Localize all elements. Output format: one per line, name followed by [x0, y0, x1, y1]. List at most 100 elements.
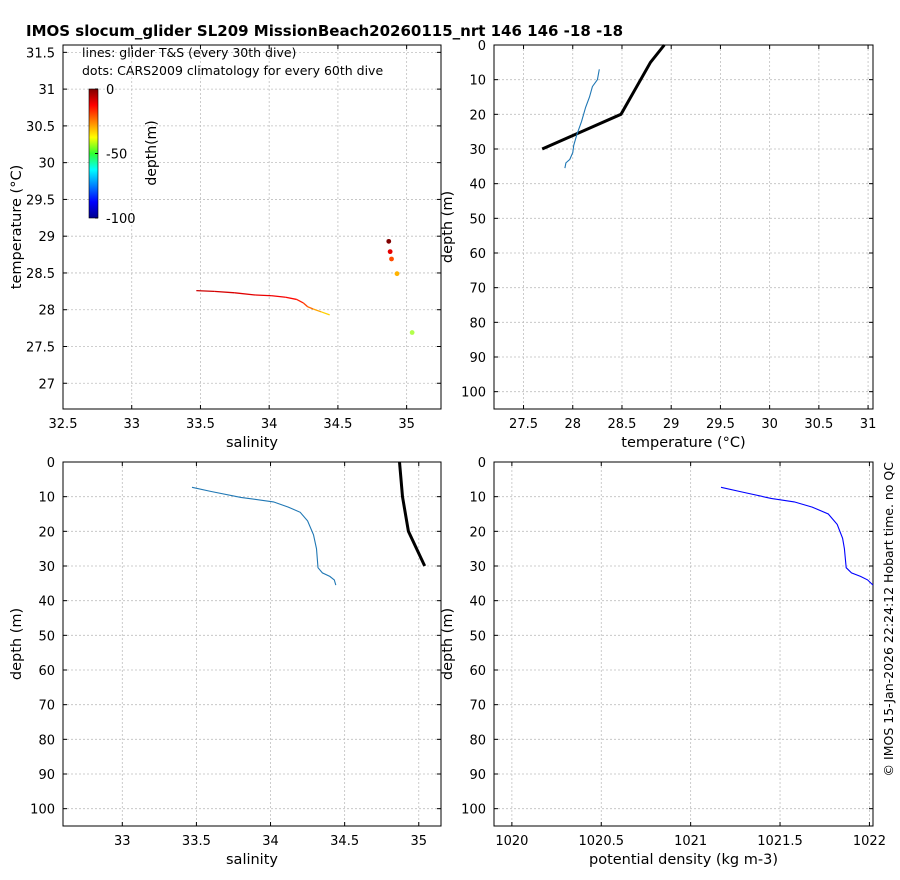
x-tick-label: 30.5: [804, 417, 833, 432]
y-tick-label: 29: [38, 230, 55, 245]
axes-frame: [62, 461, 442, 827]
x-tick-label: 1021.5: [757, 834, 803, 849]
y-tick-label: 90: [469, 768, 486, 783]
x-axis-label: potential density (kg m-3): [589, 852, 778, 868]
y-tick-label: 29.5: [26, 193, 55, 208]
y-tick-label: 27.5: [26, 340, 55, 355]
colorbar-tick-label: 0: [106, 83, 114, 98]
x-tick-label: 29.5: [706, 417, 735, 432]
x-tick-label: 1020.5: [579, 834, 625, 849]
figure-title: IMOS slocum_glider SL209 MissionBeach202…: [26, 22, 624, 40]
y-tick-label: 31: [38, 83, 55, 98]
y-tick-label: 80: [469, 316, 486, 331]
glider-profile-line: [564, 69, 600, 169]
glider-ts-segment: [271, 295, 286, 298]
x-tick-label: 28.5: [607, 417, 636, 432]
x-tick-label: 35: [410, 834, 427, 849]
x-tick-label: 35: [398, 417, 415, 432]
panel-ts: 32.5 33 33.5 34 34.5 35 27 27.5 28 28.5 29 29.5 30 30…: [9, 44, 442, 451]
y-axis-label: depth (m): [440, 608, 456, 680]
y-axis-label: depth (m): [9, 608, 25, 680]
x-tick-label: 27.5: [509, 417, 538, 432]
climatology-dot: [389, 256, 394, 262]
y-tick-label: 10: [469, 491, 486, 506]
y-tick-label: 0: [478, 39, 486, 54]
y-tick-label: 70: [469, 699, 486, 714]
y-tick-label: 0: [478, 456, 486, 471]
y-axis-label: depth (m): [440, 191, 456, 263]
y-tick-label: 20: [38, 525, 55, 540]
density-profile-line: [720, 486, 874, 586]
y-tick-label: 27: [38, 377, 55, 392]
y-tick-label: 30: [38, 157, 55, 172]
y-tick-label: 50: [469, 212, 486, 227]
y-tick-label: 31.5: [26, 46, 55, 61]
y-tick-label: 80: [469, 733, 486, 748]
x-tick-label: 33: [123, 417, 140, 432]
y-tick-label: 100: [461, 386, 486, 401]
y-tick-label: 10: [38, 491, 55, 506]
climatology-dot: [409, 330, 415, 335]
axes-frame: [62, 44, 442, 410]
x-tick-label: 30: [761, 417, 778, 432]
panel-temperature-depth: 27.5 28 28.5 29 29.5 30 30.5 31 0 10 20 30 40 50 60 70 8…: [440, 39, 876, 451]
x-tick-label: 33.5: [186, 417, 215, 432]
y-tick-label: 60: [469, 247, 486, 262]
colorbar-tick-label: -100: [106, 212, 136, 227]
x-tick-label: 34: [262, 834, 279, 849]
axes-frame: [493, 461, 874, 827]
x-tick-label: 1021: [674, 834, 707, 849]
y-tick-label: 70: [38, 699, 55, 714]
glider-ts-segment: [234, 292, 256, 296]
y-tick-label: 60: [469, 664, 486, 679]
y-tick-label: 90: [469, 351, 486, 366]
y-tick-label: 20: [469, 525, 486, 540]
climatology-dot: [394, 271, 400, 277]
y-tick-label: 50: [469, 629, 486, 644]
colorbar-tick-label: -50: [106, 148, 127, 163]
x-tick-label: 29: [663, 417, 680, 432]
timestamp-note: © IMOS 15-Jan-2026 22:24:12 Hobart time.…: [881, 462, 896, 777]
x-tick-label: 33.5: [182, 834, 211, 849]
x-tick-label: 32.5: [49, 417, 78, 432]
panel-salinity-depth: 33 33.5 34 34.5 35 0 10 20 30 40 50 60 70 80 90 100 sali…: [9, 456, 442, 868]
y-tick-label: 28.5: [26, 267, 55, 282]
y-tick-label: 30: [38, 560, 55, 575]
x-tick-label: 34.5: [323, 417, 352, 432]
annotation-lines: lines: glider T&S (every 30th dive): [82, 45, 296, 60]
y-tick-label: 100: [461, 803, 486, 818]
glider-ts-segment: [214, 290, 235, 294]
y-tick-label: 100: [30, 803, 55, 818]
y-tick-label: 20: [469, 108, 486, 123]
glider-ts-segment: [255, 294, 272, 297]
x-tick-label: 28: [564, 417, 581, 432]
x-axis-label: salinity: [226, 435, 278, 451]
glider-ts-segment: [296, 298, 304, 304]
glider-ts-segment: [312, 308, 322, 313]
y-tick-label: 90: [38, 768, 55, 783]
y-tick-label: 30: [469, 560, 486, 575]
y-tick-label: 40: [469, 178, 486, 193]
x-tick-label: 1022: [853, 834, 886, 849]
x-tick-label: 34.5: [330, 834, 359, 849]
climatology-profile-line: [398, 461, 427, 567]
x-axis-label: salinity: [226, 852, 278, 868]
annotation-dots: dots: CARS2009 climatology for every 60t…: [82, 63, 383, 78]
glider-ts-segment: [285, 296, 297, 301]
y-tick-label: 28: [38, 304, 55, 319]
x-tick-label: 31: [860, 417, 877, 432]
y-tick-label: 0: [47, 456, 55, 471]
y-axis-label: temperature (°C): [9, 165, 25, 289]
glider-ts-segment: [321, 311, 330, 316]
y-tick-label: 80: [38, 733, 55, 748]
y-tick-label: 40: [469, 595, 486, 610]
panel-density-depth: 1020 1020.5 1021 1021.5 10220102030405060708…: [440, 456, 886, 868]
axes-frame: [493, 44, 874, 410]
x-axis-label: temperature (°C): [621, 435, 745, 451]
y-tick-label: 30: [469, 143, 486, 158]
x-tick-label: 34: [261, 417, 278, 432]
y-tick-label: 50: [38, 629, 55, 644]
climatology-dot: [386, 238, 392, 244]
climatology-profile-line: [541, 44, 666, 151]
x-tick-label: 33: [114, 834, 131, 849]
